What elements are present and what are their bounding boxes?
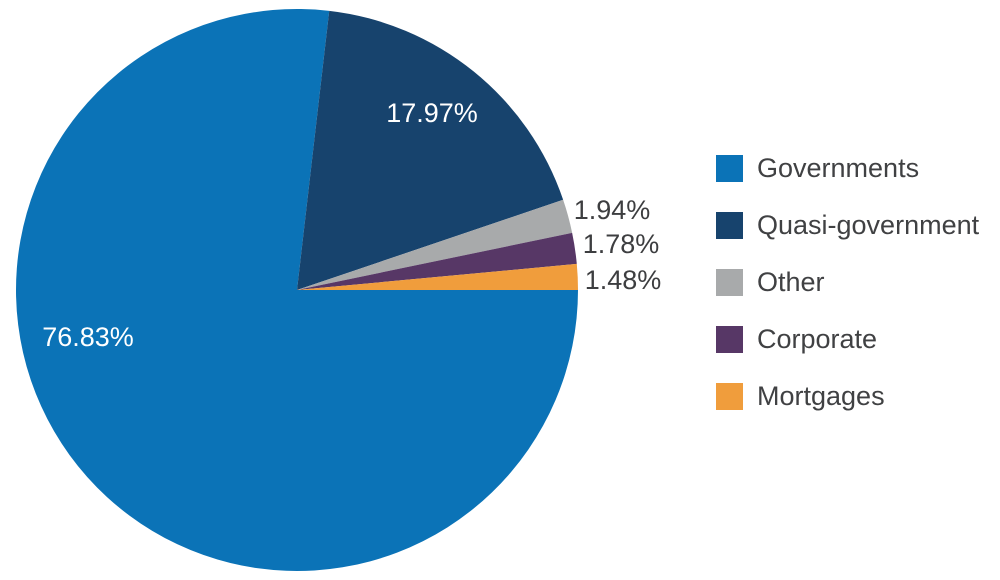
slice-value-label-mortgages: 1.48% (585, 265, 662, 295)
pie-slice-other (297, 199, 573, 290)
legend-label-corporate: Corporate (757, 324, 878, 354)
legend-label-mortgages: Mortgages (757, 381, 885, 411)
legend-label-governments: Governments (757, 153, 920, 183)
legend-item-governments: Governments (716, 153, 979, 183)
slice-value-label-quasi-government: 17.97% (386, 98, 478, 128)
slice-value-label-other: 1.94% (574, 195, 651, 225)
legend-swatch-governments (716, 155, 743, 182)
slice-value-label-governments: 76.83% (42, 322, 134, 352)
pie-slice-quasi-government (297, 10, 564, 291)
legend-label-other: Other (757, 267, 825, 297)
pie-slice-corporate (297, 232, 577, 290)
legend-swatch-mortgages (716, 383, 743, 410)
legend-swatch-quasi-government (716, 212, 743, 239)
legend-item-quasi-government: Quasi-government (716, 210, 980, 240)
legend-swatch-other (716, 269, 743, 296)
pie-slice-mortgages (297, 263, 578, 290)
slice-value-label-corporate: 1.78% (583, 229, 660, 259)
pie-slice-governments (16, 9, 579, 572)
legend-label-quasi-government: Quasi-government (757, 210, 980, 240)
legend-item-mortgages: Mortgages (716, 381, 979, 411)
legend-item-corporate: Corporate (716, 324, 979, 354)
legend-swatch-corporate (716, 326, 743, 353)
chart-legend: Governments Quasi-government Other Corpo… (716, 153, 980, 440)
legend-item-other: Other (716, 267, 979, 297)
